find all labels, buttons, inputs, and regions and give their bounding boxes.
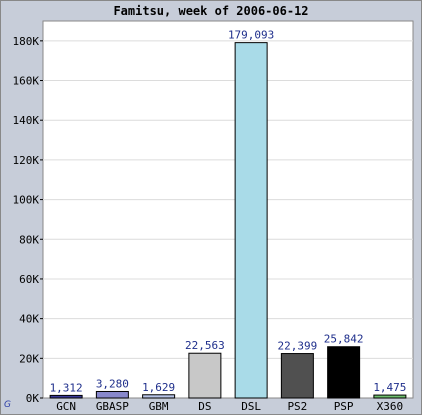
bar-gbasp — [95, 390, 129, 399]
x-tick-label-gbm: GBM — [149, 400, 169, 413]
y-tick-label: 80K — [19, 233, 39, 246]
bar-ds — [188, 352, 222, 399]
x-tick-label-psp: PSP — [334, 400, 354, 413]
x-tick-label-ds: DS — [198, 400, 211, 413]
data-label-gbm: 1,629 — [142, 381, 175, 394]
corner-logo: G — [4, 400, 11, 410]
y-axis: 0K 20K 40K 60K 80K 100K 120K 140K 160K 180K — [13, 35, 43, 405]
grid-lines — [43, 40, 413, 359]
plot-area — [42, 20, 414, 399]
data-label-gbasp: 3,280 — [96, 377, 129, 390]
x-tick-label-ps2: PS2 — [287, 400, 307, 413]
data-label-gcn: 1,312 — [50, 381, 83, 394]
bar-dsl — [234, 42, 268, 399]
chart-title: Famitsu, week of 2006-06-12 — [113, 4, 309, 18]
y-tick-label: 180K — [13, 35, 40, 48]
data-label-ds: 22,563 — [185, 339, 225, 352]
y-tick-label: 140K — [13, 114, 40, 127]
y-tick-label: 20K — [19, 352, 39, 365]
bar-gbm — [142, 394, 176, 399]
x-tick-label-gcn: GCN — [56, 400, 76, 413]
y-tick-label: 120K — [13, 154, 40, 167]
y-tick-label: 40K — [19, 313, 39, 326]
x-tick-label-dsl: DSL — [241, 400, 261, 413]
bars: 1,312 3,280 1,629 22,563 179,093 22,399 25,842… — [49, 29, 407, 399]
data-label-psp: 25,842 — [324, 333, 364, 346]
y-tick-label: 160K — [13, 75, 40, 88]
x-axis: GCN GBASP GBM DS DSL PS2 PSP X360 — [56, 400, 403, 413]
data-label-x360: 1,475 — [373, 381, 406, 394]
bar-ps2 — [280, 353, 314, 399]
bar-x360 — [373, 394, 407, 399]
bar-gcn — [49, 394, 83, 399]
data-label-ps2: 22,399 — [278, 340, 318, 353]
x-tick-label-gbasp: GBASP — [96, 400, 129, 413]
data-label-dsl: 179,093 — [228, 29, 274, 42]
y-tick-label: 60K — [19, 273, 39, 286]
x-tick-label-x360: X360 — [377, 400, 404, 413]
y-tick-label: 0K — [26, 392, 40, 405]
bar-psp — [327, 346, 361, 399]
y-tick-label: 100K — [13, 194, 40, 207]
